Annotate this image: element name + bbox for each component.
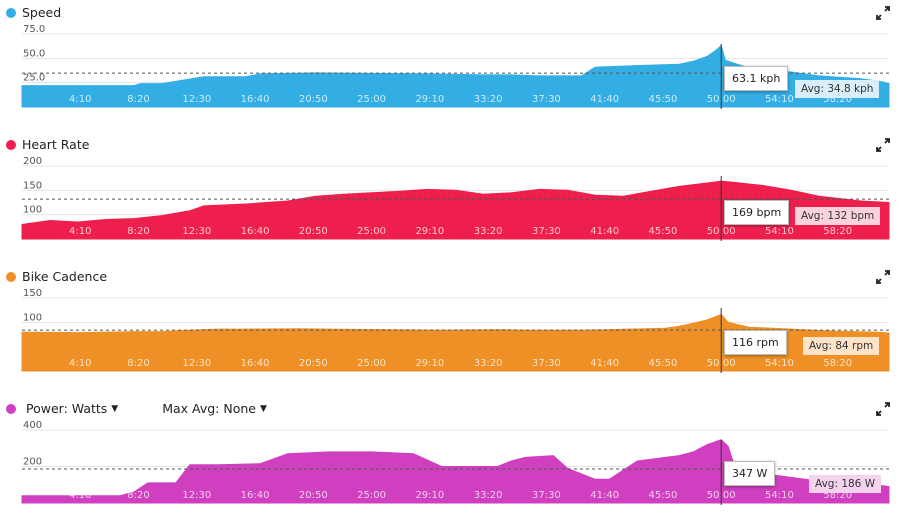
- heart-rate-cursor-tooltip: 169 bpm: [724, 200, 790, 225]
- power-x-tick-label: 16:40: [241, 490, 270, 501]
- heart-rate-x-tick-label: 16:40: [241, 226, 270, 237]
- cadence-x-tick-label: 58:20: [823, 358, 852, 369]
- heart-rate-x-tick-label: 4:10: [69, 226, 91, 237]
- speed-x-tick-label: 29:10: [415, 94, 444, 105]
- heart-rate-x-tick-label: 37:30: [532, 226, 561, 237]
- speed-x-tick-label: 12:30: [182, 94, 211, 105]
- power-metric-dropdown[interactable]: Power: Watts ▼: [26, 401, 118, 416]
- cadence-x-tick-label: 33:20: [474, 358, 503, 369]
- speed-y-tick-label: 25.0: [23, 73, 45, 84]
- expand-icon[interactable]: [876, 6, 890, 20]
- power-x-tick-label: 4:10: [69, 490, 91, 501]
- heart-rate-average-label: Avg: 132 bpm: [795, 207, 881, 225]
- power-x-tick-label: 41:40: [590, 490, 619, 501]
- heart-rate-x-tick-label: 33:20: [474, 226, 503, 237]
- cadence-x-tick-label: 45:50: [649, 358, 678, 369]
- speed-x-tick-label: 41:40: [590, 94, 619, 105]
- cadence-y-tick-label: 0: [23, 361, 29, 372]
- heart-rate-y-tick-label: 50: [23, 229, 36, 240]
- power-y-tick-label: 200: [23, 457, 42, 468]
- heart-rate-legend-dot: [6, 139, 16, 150]
- heart-rate-x-tick-label: 29:10: [415, 226, 444, 237]
- heart-rate-title: Heart Rate: [22, 137, 90, 152]
- power-legend-dot: [6, 403, 16, 414]
- speed-cursor-tooltip: 63.1 kph: [724, 66, 789, 91]
- power-metric-label: Power: Watts: [26, 401, 108, 416]
- power-x-tick-label: 33:20: [474, 490, 503, 501]
- cadence-y-tick-label: 100: [23, 312, 42, 323]
- cadence-cursor-tooltip: 116 rpm: [724, 330, 787, 355]
- heart-rate-x-tick-label: 8:20: [127, 226, 149, 237]
- cadence-y-tick-label: 50: [23, 337, 36, 348]
- cadence-x-tick-label: 12:30: [182, 358, 211, 369]
- power-cursor-tooltip: 347 W: [724, 461, 776, 486]
- power-average-label: Avg: 186 W: [809, 475, 882, 493]
- heart-rate-y-tick-label: 200: [23, 156, 42, 167]
- cadence-y-tick-label: 150: [23, 288, 42, 299]
- cadence-average-label: Avg: 84 rpm: [803, 337, 880, 355]
- heart-rate-x-tick-label: 58:20: [823, 226, 852, 237]
- speed-y-tick-label: 0.0: [23, 97, 39, 108]
- expand-icon[interactable]: [876, 270, 890, 284]
- speed-y-tick-label: 75.0: [23, 24, 45, 35]
- power-x-tick-label: 45:50: [649, 490, 678, 501]
- max-avg-label: Max Avg: None: [162, 401, 256, 416]
- heart-rate-x-tick-label: 12:30: [182, 226, 211, 237]
- speed-x-tick-label: 37:30: [532, 94, 561, 105]
- cadence-title: Bike Cadence: [22, 269, 108, 284]
- chevron-down-icon: ▼: [259, 403, 267, 414]
- expand-icon[interactable]: [876, 402, 890, 416]
- cadence-x-tick-label: 37:30: [532, 358, 561, 369]
- cadence-x-tick-label: 4:10: [69, 358, 91, 369]
- cadence-x-tick-label: 41:40: [590, 358, 619, 369]
- heart-rate-x-tick-label: 25:00: [357, 226, 386, 237]
- max-avg-dropdown[interactable]: Max Avg: None ▼: [162, 401, 267, 416]
- cadence-x-tick-label: 16:40: [241, 358, 270, 369]
- expand-icon[interactable]: [876, 138, 890, 152]
- chevron-down-icon: ▼: [111, 403, 119, 414]
- power-x-tick-label: 29:10: [415, 490, 444, 501]
- speed-title: Speed: [22, 5, 62, 20]
- cadence-x-tick-label: 8:20: [127, 358, 149, 369]
- power-x-tick-label: 37:30: [532, 490, 561, 501]
- speed-x-tick-label: 33:20: [474, 94, 503, 105]
- speed-average-label: Avg: 34.8 kph: [795, 80, 880, 98]
- speed-y-tick-label: 50.0: [23, 48, 45, 59]
- speed-legend-dot: [6, 7, 16, 18]
- speed-x-tick-label: 20:50: [299, 94, 328, 105]
- power-x-tick-label: 54:10: [765, 490, 794, 501]
- heart-rate-x-tick-label: 54:10: [765, 226, 794, 237]
- cadence-x-tick-label: 50:00: [707, 358, 736, 369]
- speed-x-tick-label: 16:40: [241, 94, 270, 105]
- heart-rate-x-tick-label: 45:50: [649, 226, 678, 237]
- heart-rate-panel-title: Heart Rate: [6, 137, 89, 152]
- heart-rate-y-tick-label: 150: [23, 180, 42, 191]
- speed-x-tick-label: 8:20: [127, 94, 149, 105]
- heart-rate-x-tick-label: 41:40: [590, 226, 619, 237]
- power-x-tick-label: 12:30: [182, 490, 211, 501]
- speed-x-tick-label: 45:50: [649, 94, 678, 105]
- cadence-x-tick-label: 29:10: [415, 358, 444, 369]
- heart-rate-x-tick-label: 50:00: [707, 226, 736, 237]
- heart-rate-y-tick-label: 100: [23, 205, 42, 216]
- cadence-panel-title: Bike Cadence: [6, 269, 107, 284]
- power-panel-title: Power: Watts ▼ Max Avg: None ▼: [6, 401, 267, 416]
- speed-x-tick-label: 54:10: [765, 94, 794, 105]
- power-x-tick-label: 8:20: [127, 490, 149, 501]
- power-x-tick-label: 20:50: [299, 490, 328, 501]
- cadence-x-tick-label: 25:00: [357, 358, 386, 369]
- cadence-x-tick-label: 54:10: [765, 358, 794, 369]
- cadence-x-tick-label: 20:50: [299, 358, 328, 369]
- cadence-legend-dot: [6, 271, 16, 282]
- power-x-tick-label: 25:00: [357, 490, 386, 501]
- speed-panel-title: Speed: [6, 5, 61, 20]
- heart-rate-x-tick-label: 20:50: [299, 226, 328, 237]
- speed-x-tick-label: 50:00: [707, 94, 736, 105]
- speed-x-tick-label: 25:00: [357, 94, 386, 105]
- power-y-tick-label: 400: [23, 420, 42, 431]
- speed-x-tick-label: 4:10: [69, 94, 91, 105]
- power-x-tick-label: 50:00: [707, 490, 736, 501]
